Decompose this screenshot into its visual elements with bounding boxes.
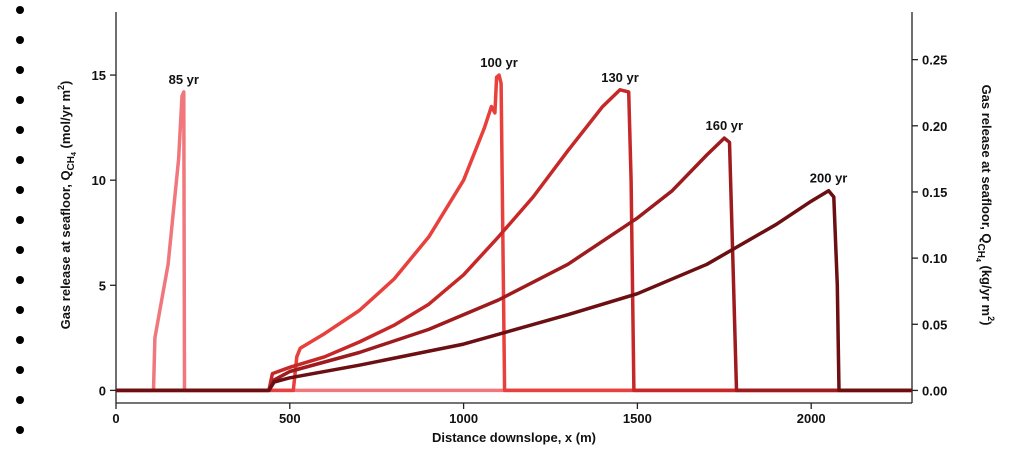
bullet-column xyxy=(16,6,24,434)
y2-axis-label-part: 2 xyxy=(986,316,996,321)
series-label: 85 yr xyxy=(169,72,199,87)
bullet xyxy=(16,156,24,164)
bullet xyxy=(16,126,24,134)
bullet xyxy=(16,216,24,224)
bullet xyxy=(16,186,24,194)
y2-axis-label-part: 4 xyxy=(974,258,981,262)
y2-axis-label-part: ) xyxy=(979,321,994,325)
y-tick-label: 0 xyxy=(99,383,106,398)
series-line xyxy=(116,88,912,393)
bullet xyxy=(16,276,24,284)
series-line xyxy=(116,90,912,393)
y2-tick-label: 0.00 xyxy=(922,383,947,398)
y2-tick-label: 0.15 xyxy=(922,185,947,200)
bullet xyxy=(16,366,24,374)
y2-tick-label: 0.25 xyxy=(922,53,947,68)
bullet xyxy=(16,36,24,44)
x-tick-label: 1000 xyxy=(449,411,478,426)
bullet xyxy=(16,246,24,254)
series-label: 160 yr xyxy=(706,118,744,133)
bullet xyxy=(16,66,24,74)
y2-tick-label: 0.10 xyxy=(922,251,947,266)
series-line xyxy=(116,73,912,393)
y-tick-label: 15 xyxy=(92,68,106,83)
series-label: 130 yr xyxy=(601,70,639,85)
x-tick-label: 0 xyxy=(112,411,119,426)
y-axis-label-part: 2 xyxy=(56,85,66,90)
y2-axis-label-part: Gas release at seafloor, Q xyxy=(979,85,994,244)
y2-tick-label: 0.05 xyxy=(922,317,947,332)
series-label: 100 yr xyxy=(480,55,518,70)
series-label: 200 yr xyxy=(810,171,848,186)
bullet xyxy=(16,426,24,434)
y2-axis-label-part: CH xyxy=(975,244,986,258)
y-axis-label-part: ) xyxy=(58,81,73,85)
bullet xyxy=(16,6,24,14)
x-tick-label: 2000 xyxy=(797,411,826,426)
bullet xyxy=(16,396,24,404)
y2-axis-label: Gas release at seafloor, QCH4 (kg/yr m2) xyxy=(974,85,996,326)
y-tick-label: 5 xyxy=(99,278,106,293)
x-axis-label: Distance downslope, x (m) xyxy=(432,430,596,445)
bullet xyxy=(16,306,24,314)
bullet xyxy=(16,336,24,344)
y-tick-label: 10 xyxy=(92,173,106,188)
y-axis-label-part: Gas release at seafloor, Q xyxy=(58,170,73,329)
y-axis-label-part: CH xyxy=(66,156,77,170)
y-axis-label-part: 4 xyxy=(71,152,78,156)
y-axis-label-part: (mol/yr m xyxy=(58,90,73,152)
series-line xyxy=(116,188,912,393)
y2-axis-label-part: (kg/yr m xyxy=(979,262,994,316)
y2-tick-label: 0.20 xyxy=(922,119,947,134)
bullet xyxy=(16,96,24,104)
x-tick-label: 500 xyxy=(279,411,301,426)
series-line xyxy=(116,136,912,393)
y-axis-label: Gas release at seafloor, QCH4 (mol/yr m2… xyxy=(56,81,78,330)
x-tick-label: 1500 xyxy=(623,411,652,426)
